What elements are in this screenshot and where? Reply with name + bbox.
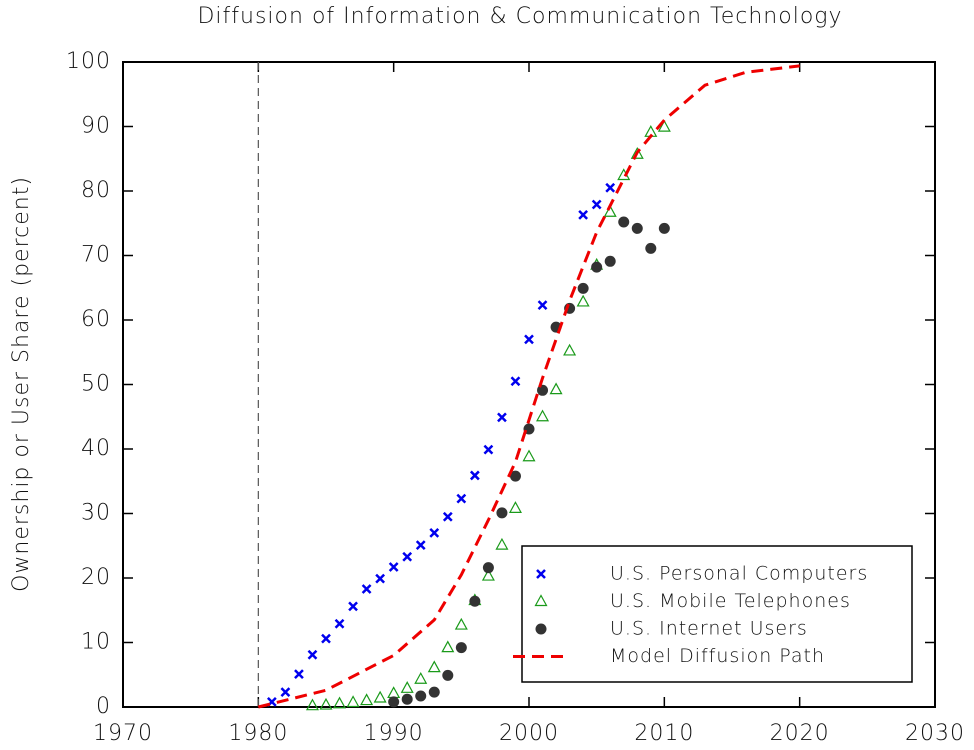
circle-marker: [509, 470, 521, 482]
x-marker: [321, 633, 331, 644]
triangle-marker: [387, 686, 401, 699]
triangle-marker: [563, 343, 577, 356]
y-tick-label: 30: [81, 501, 111, 526]
x-marker: [375, 573, 386, 584]
circle-marker: [535, 623, 547, 635]
y-tick-label: 50: [81, 372, 111, 397]
x-tick-label: 2020: [770, 721, 830, 746]
x-tick-label: 1990: [364, 721, 424, 746]
x-tick-label: 1980: [228, 721, 288, 746]
circle-marker: [618, 216, 630, 228]
x-marker: [483, 444, 494, 455]
circle-marker: [631, 222, 643, 234]
triangle-marker: [630, 146, 644, 159]
y-tick-label: 90: [81, 114, 111, 139]
x-marker: [307, 649, 318, 660]
circle-marker: [577, 282, 589, 294]
triangle-marker: [454, 617, 468, 630]
triangle-marker: [319, 697, 333, 710]
model-line: [257, 64, 800, 709]
chart-title: Diffusion of Information & Communication…: [197, 4, 842, 29]
x-tick-label: 2000: [499, 721, 559, 746]
circle-marker: [496, 507, 508, 519]
triangle-marker: [373, 690, 387, 703]
x-marker: [388, 562, 399, 572]
x-marker: [605, 182, 616, 193]
x-marker: [497, 412, 507, 423]
x-marker: [280, 687, 291, 698]
triangle-marker: [603, 205, 617, 217]
x-marker: [510, 376, 521, 387]
circle-marker: [428, 686, 440, 698]
legend-label: Model Diffusion Path: [610, 645, 825, 667]
x-marker: [578, 209, 589, 220]
y-tick-label: 0: [96, 694, 111, 719]
x-marker: [536, 569, 546, 579]
x-marker: [348, 601, 358, 612]
circle-marker: [604, 255, 616, 267]
x-marker: [456, 493, 467, 504]
circle-marker: [388, 696, 400, 708]
y-tick-label: 20: [81, 565, 111, 590]
triangle-marker: [414, 672, 428, 684]
x-marker: [442, 511, 453, 522]
x-tick-label: 2010: [634, 721, 694, 746]
x-marker: [294, 669, 304, 679]
x-marker: [469, 470, 480, 481]
triangle-marker: [346, 695, 360, 708]
legend: U.S. Personal Computers U.S. Mobile Telep…: [513, 545, 913, 683]
triangle-marker: [427, 660, 441, 673]
triangle-marker: [400, 681, 414, 693]
x-tick-label: 2030: [905, 721, 965, 746]
circle-marker: [482, 562, 494, 574]
triangle-marker: [360, 693, 374, 706]
x-marker: [524, 334, 534, 345]
y-axis-label: Ownership or User Share (percent): [9, 176, 34, 592]
legend-box: [521, 545, 913, 683]
y-tick-label: 80: [81, 178, 111, 203]
triangle-marker: [495, 537, 509, 550]
circle-marker: [469, 595, 481, 607]
x-marker: [591, 199, 602, 210]
y-tick-label: 60: [81, 307, 111, 332]
circle-marker: [658, 222, 670, 234]
x-marker: [429, 527, 440, 538]
triangle-marker: [522, 449, 536, 462]
circle-marker: [455, 642, 467, 654]
triangle-marker: [576, 294, 590, 307]
y-tick-label: 100: [66, 49, 111, 74]
triangle-marker: [549, 382, 563, 395]
circle-marker: [591, 261, 603, 273]
legend-label: U.S. Personal Computers: [610, 563, 868, 585]
y-tick-label: 70: [81, 243, 111, 268]
legend-label: U.S. Mobile Telephones: [610, 590, 851, 612]
triangle-marker: [657, 119, 671, 132]
circle-marker: [415, 690, 427, 702]
triangle-marker: [481, 568, 495, 581]
x-marker: [402, 551, 413, 562]
circle-marker: [537, 384, 549, 396]
triangle-marker: [441, 640, 455, 653]
x-marker: [415, 540, 426, 550]
triangle-marker: [508, 501, 522, 513]
legend-label: U.S. Internet Users: [610, 618, 808, 640]
x-marker: [537, 300, 548, 311]
triangle-marker: [333, 696, 347, 709]
x-marker: [334, 618, 345, 629]
x-marker: [361, 584, 372, 594]
triangle-marker: [305, 698, 319, 711]
y-tick-label: 10: [81, 630, 111, 655]
circle-marker: [442, 669, 454, 681]
y-tick-label: 40: [81, 436, 111, 461]
circle-marker: [401, 693, 413, 705]
triangle-marker: [534, 594, 548, 607]
x-tick-label: 1970: [93, 721, 153, 746]
triangle-marker: [536, 409, 550, 422]
circle-marker: [645, 242, 657, 254]
